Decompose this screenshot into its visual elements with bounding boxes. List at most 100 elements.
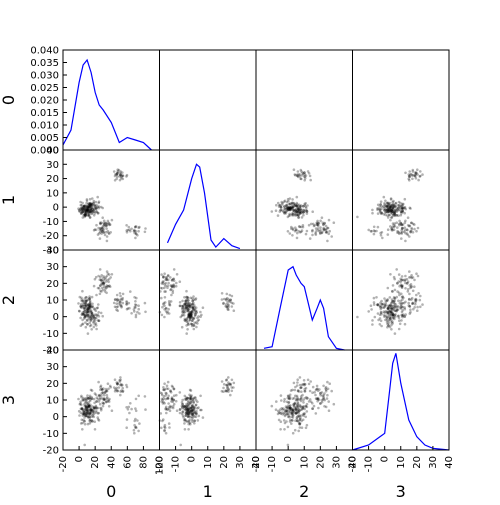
scatter-point: [192, 308, 195, 311]
scatter-point: [400, 207, 404, 210]
scatter-point: [165, 276, 168, 280]
scatter-point: [419, 170, 422, 173]
scatter-point: [307, 223, 311, 227]
scatter-point: [164, 391, 168, 395]
scatter-point: [95, 210, 99, 213]
scatter-point: [185, 295, 188, 299]
scatter-point: [84, 210, 88, 214]
scatter-point: [104, 276, 107, 279]
scatter-point: [408, 174, 411, 178]
scatter-point: [120, 306, 123, 309]
scatter-point: [401, 209, 404, 212]
scatter-point: [396, 281, 399, 285]
scatter-point: [84, 214, 88, 217]
scatter-point: [84, 212, 88, 215]
scatter-point: [288, 396, 292, 399]
panel-1-3: [352, 149, 450, 251]
scatter-point: [193, 419, 196, 423]
scatter-point: [319, 226, 322, 229]
scatter-point: [85, 401, 88, 404]
scatter-point: [303, 173, 307, 176]
scatter-point: [81, 407, 84, 411]
scatter-point: [88, 412, 91, 416]
scatter-point: [91, 305, 94, 308]
scatter-point: [279, 208, 282, 212]
scatter-point: [97, 274, 100, 278]
scatter-point: [303, 412, 307, 415]
scatter-point: [393, 210, 397, 213]
scatter-point: [83, 404, 87, 408]
scatter-point: [388, 201, 392, 205]
scatter-point: [125, 231, 129, 234]
scatter-point: [392, 275, 396, 279]
scatter-point: [286, 215, 290, 219]
x-tick-label: 30: [235, 456, 246, 469]
scatter-point: [108, 223, 111, 227]
scatter-point: [79, 316, 82, 320]
scatter-point: [385, 319, 389, 322]
scatter-point: [292, 201, 296, 205]
scatter-point: [82, 412, 85, 415]
scatter-point: [92, 199, 96, 203]
scatter-point: [288, 406, 292, 410]
x-tick-label: 30: [428, 456, 439, 469]
scatter-point: [395, 213, 398, 217]
scatter-point: [298, 231, 302, 234]
scatter-point: [398, 319, 401, 323]
scatter-point: [129, 229, 132, 233]
panel-frame: [159, 49, 257, 151]
scatter-point: [89, 207, 93, 210]
scatter-point: [291, 213, 294, 217]
scatter-point: [290, 203, 294, 206]
scatter-point: [175, 273, 179, 276]
scatter-point: [356, 315, 359, 319]
scatter-point: [88, 203, 91, 206]
scatter-point: [93, 207, 96, 211]
scatter-point: [175, 409, 179, 413]
scatter-point: [283, 411, 286, 414]
scatter-point: [370, 229, 373, 233]
scatter-point: [389, 307, 392, 310]
scatter-point: [322, 396, 325, 399]
scatter-point: [285, 410, 289, 413]
scatter-point: [84, 408, 88, 412]
scatter-point: [300, 383, 304, 387]
scatter-point: [188, 393, 191, 397]
x-tick-label: 100: [155, 456, 166, 475]
scatter-point: [289, 206, 292, 209]
scatter-point: [401, 315, 404, 319]
scatter-point: [308, 398, 312, 401]
scatter-point: [399, 201, 402, 205]
scatter-point: [325, 231, 328, 234]
scatter-point: [82, 410, 85, 414]
scatter-point: [183, 405, 187, 408]
scatter-point: [395, 309, 398, 313]
scatter-point: [390, 304, 393, 308]
scatter-point: [81, 210, 84, 214]
scatter-point: [297, 213, 300, 217]
scatter-point: [160, 400, 163, 403]
scatter-point: [105, 389, 108, 393]
scatter-point: [286, 425, 290, 429]
scatter-point: [391, 202, 395, 206]
scatter-point: [385, 201, 389, 205]
scatter-point: [167, 300, 171, 303]
scatter-point: [276, 409, 280, 413]
scatter-point: [185, 298, 189, 301]
scatter-point: [389, 319, 393, 322]
column-label-3: 3: [396, 482, 406, 500]
scatter-point: [170, 279, 174, 282]
scatter-point: [224, 304, 227, 308]
scatter-point: [393, 277, 397, 281]
scatter-point: [110, 273, 114, 276]
scatter-point: [397, 232, 401, 236]
scatter-point: [315, 221, 319, 225]
scatter-point: [397, 291, 401, 295]
scatter-point: [116, 171, 119, 174]
scatter-point: [408, 298, 411, 301]
scatter-point: [285, 204, 288, 207]
scatter-point: [79, 407, 83, 411]
scatter-point: [169, 288, 172, 292]
scatter-point: [186, 412, 190, 416]
scatter-point: [132, 428, 136, 432]
